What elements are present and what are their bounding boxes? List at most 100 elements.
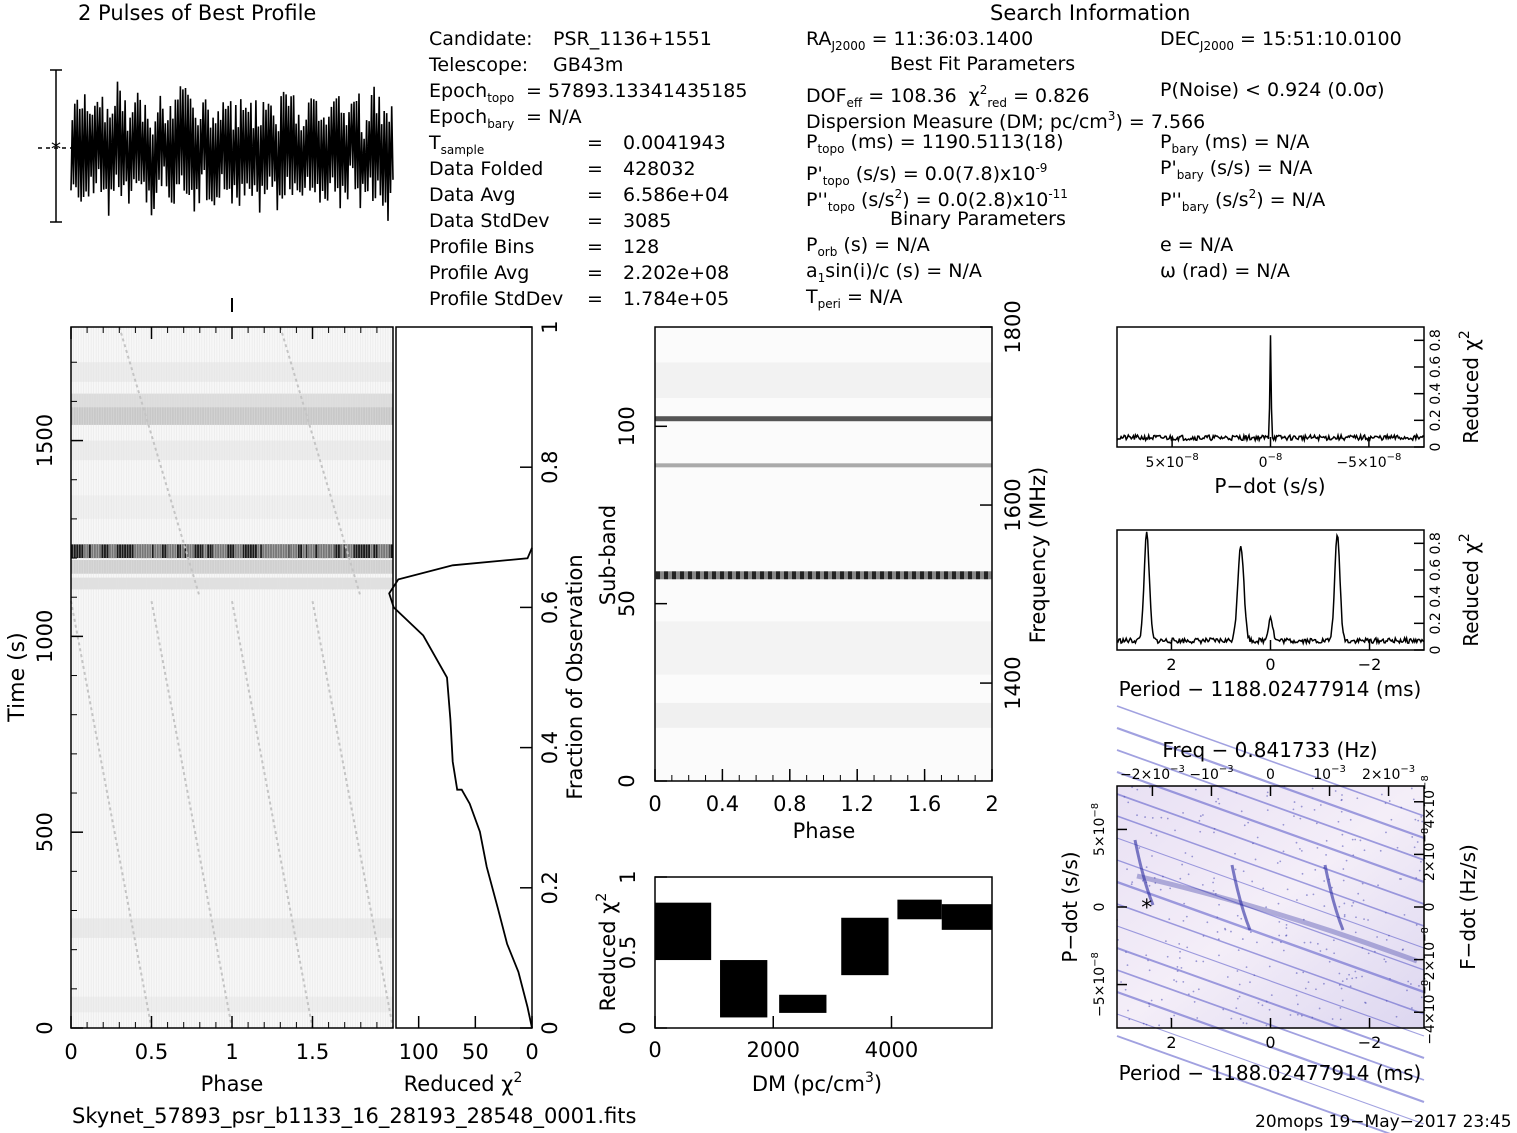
ppd-noise <box>1385 999 1388 1002</box>
ppd-noise <box>1253 974 1256 977</box>
ppd-noise <box>1311 1016 1314 1019</box>
ppd-noise <box>1354 931 1357 934</box>
info-value: 1.784e+05 <box>623 288 730 310</box>
pd-topo-exp: -9 <box>1035 161 1048 175</box>
ppd-noise <box>1351 904 1353 907</box>
ppd-noise <box>1237 949 1240 952</box>
tick-label: 2 <box>985 792 998 816</box>
ppd-line <box>1116 1035 1391 1133</box>
ppd-noise <box>1268 965 1271 968</box>
ppd-noise <box>1323 880 1326 882</box>
ppd-noise <box>1357 892 1360 895</box>
heatmap-bright-band <box>349 544 354 559</box>
ppd-noise <box>1340 810 1343 813</box>
tick-label: 2×10−3 <box>1362 764 1415 783</box>
tick-label: 0.6 <box>1428 356 1444 378</box>
ppd-noise <box>1243 824 1246 827</box>
ppd-noise <box>1325 839 1328 842</box>
ppd-noise <box>1182 980 1185 983</box>
info-eq: = <box>587 210 603 232</box>
ppd-noise <box>1383 958 1386 961</box>
ppd-noise <box>1384 911 1387 914</box>
axis-label: P−dot (s/s) <box>1058 851 1082 962</box>
ppd-noise <box>1301 872 1304 875</box>
ppd-ridge <box>1230 864 1252 931</box>
heatmap-bright-band <box>383 544 390 559</box>
ppd-noise <box>1293 815 1295 818</box>
tick-label: 0 <box>1092 903 1108 912</box>
tick-label: 0 <box>648 1038 661 1062</box>
tick-label: 0 <box>1428 443 1444 452</box>
ppd-noise <box>1343 915 1346 918</box>
ppd-noise <box>1215 800 1217 803</box>
heatmap-bright-band <box>377 544 384 559</box>
ppd-noise <box>1345 859 1348 862</box>
tick-label: 1 <box>616 870 640 883</box>
ppd-noise <box>1309 941 1312 944</box>
ppd-noise <box>1193 1001 1196 1003</box>
ppd-noise <box>1160 998 1163 1001</box>
tick-label: 0−8 <box>1259 452 1283 471</box>
tick-label: 0 <box>1422 903 1438 912</box>
pd-topo-value: (s/s) = 0.0(7.8)x10 <box>855 163 1036 185</box>
ppd-noise <box>1300 805 1303 808</box>
ppd-noise <box>1380 793 1383 796</box>
ppd-noise <box>1130 883 1133 886</box>
heatmap-bright-band <box>370 544 374 559</box>
ppd-noise <box>1411 836 1414 838</box>
ppd-noise <box>1175 980 1178 983</box>
ppd-noise <box>1292 808 1295 811</box>
info-eq: = <box>587 158 603 180</box>
heatmap-bright-band <box>257 544 261 559</box>
ppd-noise <box>1242 1022 1245 1024</box>
ppd-noise <box>1148 1005 1151 1008</box>
ppd-noise <box>1235 791 1238 794</box>
info-value: = N/A <box>526 106 582 128</box>
info-row: Profile Avg <box>429 262 529 284</box>
tick-label: 4000 <box>865 1038 918 1062</box>
ppd-noise <box>1403 913 1406 916</box>
ppd-noise <box>1385 938 1388 941</box>
dof-value: = 108.36 <box>868 85 957 107</box>
ppd-noise <box>1296 899 1298 901</box>
ppd-noise <box>1361 882 1364 885</box>
tick-label: 500 <box>33 812 57 852</box>
ppd-noise <box>1138 847 1141 849</box>
ppd-noise <box>1389 977 1391 980</box>
ppd-noise <box>1337 820 1340 823</box>
tperi-value: = N/A <box>846 286 903 308</box>
ppd-noise <box>1343 902 1346 905</box>
dm-segment <box>941 904 992 930</box>
ppd-noise <box>1285 934 1288 937</box>
ppd-noise <box>1234 852 1236 855</box>
tick-label: 0 <box>1428 646 1444 655</box>
tick-label: 0 <box>616 1021 640 1034</box>
ppd-noise <box>1302 971 1305 974</box>
ppd-noise <box>1266 795 1269 797</box>
ppd-noise <box>1400 806 1403 809</box>
ppd-noise <box>1142 1022 1145 1025</box>
ppd-noise <box>1316 846 1319 849</box>
ppd-noise <box>1214 893 1217 895</box>
heatmap-bright-band <box>180 544 185 559</box>
ppd-noise <box>1341 999 1344 1002</box>
tick-label: 2000 <box>747 1038 800 1062</box>
ppd-line <box>1116 793 1425 905</box>
heatmap-bright-band <box>289 544 297 559</box>
ppd-noise <box>1412 798 1415 801</box>
chi2-time-plot: 100 50 00 0.2 0.4 0.6 0.8 1 Reduced χ2 Fraction o… <box>388 320 587 1096</box>
tick-label: 0 <box>615 774 639 787</box>
ppd-noise <box>1226 976 1229 978</box>
ppd-noise <box>1345 978 1348 980</box>
ppd-noise <box>1351 838 1354 841</box>
info-value: PSR_1136+1551 <box>553 28 712 50</box>
p-noise-value: P(Noise) < 0.924 (0.0σ) <box>1160 79 1385 101</box>
ppd-noise <box>1216 916 1219 919</box>
heatmap-drift <box>70 600 153 1029</box>
tick-label: 0.4 <box>1428 585 1444 607</box>
ppd-noise <box>1351 977 1354 980</box>
ppd-noise <box>1418 985 1420 987</box>
ppd-line <box>1116 859 1425 971</box>
ppd-noise <box>1218 954 1220 957</box>
chart-title: Freq − 0.841733 (Hz) <box>1162 738 1377 762</box>
